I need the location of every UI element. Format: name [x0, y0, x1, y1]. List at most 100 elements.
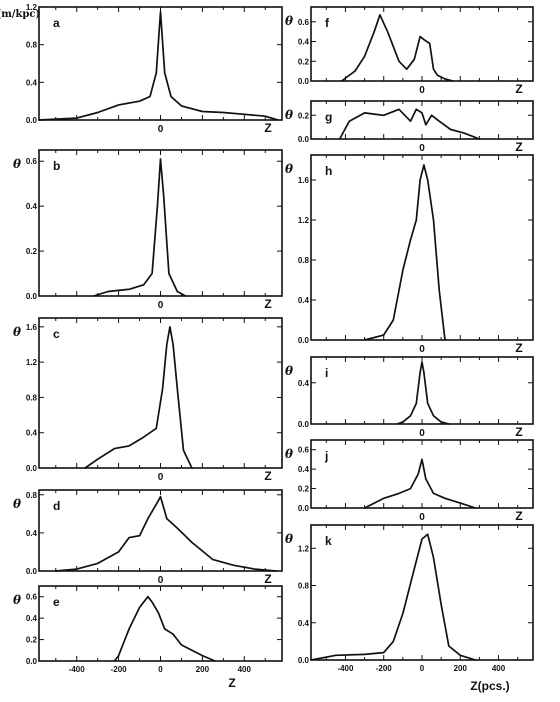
panel-h-label: h — [325, 164, 332, 178]
panel-a-zero-label: 0 — [158, 124, 164, 135]
panel-k-frame — [310, 524, 534, 661]
panel-d-ytick-label: 0.4 — [26, 529, 38, 538]
panel-c-frame — [38, 317, 283, 469]
panel-b-ytick-label: 0.6 — [26, 157, 38, 166]
panel-h-ytick-label: 0.8 — [298, 256, 310, 265]
panel-j-label: j — [324, 449, 328, 463]
panel-i-ytick-label: 0.4 — [298, 379, 310, 388]
panel-c-ytick-label: 0.4 — [26, 429, 38, 438]
panel-h-zero-label: 0 — [419, 344, 425, 355]
panel-k-label: k — [325, 534, 332, 548]
panel-f-ytick-label: 0.0 — [298, 77, 310, 86]
panel-c-theta-label: θ — [13, 325, 21, 339]
theta-unit-label: θ(m/kpc) — [0, 9, 40, 20]
panel-k-xtick-label: 200 — [454, 664, 468, 673]
panel-e-z-label: Z — [228, 676, 235, 690]
panel-h-ytick-label: 0.0 — [298, 336, 310, 345]
z-units-label: Z(pcs.) — [470, 679, 509, 693]
panel-k-ytick-label: 0.0 — [298, 656, 310, 665]
panel-i-label: i — [325, 366, 328, 380]
panel-f-curve — [340, 14, 454, 82]
panel-e-ytick-label: 0.6 — [26, 593, 38, 602]
panel-c-zero-label: 0 — [158, 472, 164, 483]
panel-b-theta-label: θ — [13, 157, 21, 171]
panel-f-theta-label: θ — [285, 14, 293, 28]
panel-b-label: b — [53, 159, 60, 173]
panel-e-xtick-label: 0 — [158, 665, 163, 674]
panel-i-z-label: Z — [515, 425, 522, 439]
panel-f-zero-label: 0 — [419, 85, 425, 96]
panel-e-label: e — [53, 595, 60, 609]
panel-e-theta-label: θ — [13, 593, 21, 607]
panel-c-curve — [84, 325, 193, 469]
panel-j-ytick-label: 0.2 — [298, 485, 310, 494]
panel-i-theta-label: θ — [285, 364, 293, 378]
panel-e-ytick-label: 0.4 — [26, 614, 38, 623]
panel-h-ytick-label: 1.2 — [298, 216, 310, 225]
panel-a-ytick-label: 0.4 — [26, 78, 38, 87]
panel-h-z-label: Z — [515, 341, 522, 355]
panel-j-theta-label: θ — [285, 447, 293, 461]
panel-c-z-label: Z — [264, 469, 271, 483]
panel-k-ytick-label: 0.8 — [298, 582, 310, 591]
panel-j-frame — [310, 439, 534, 509]
panel-k-theta-label: θ — [285, 532, 293, 546]
panel-b-curve — [92, 158, 187, 297]
panel-e-ytick-label: 0.2 — [26, 636, 38, 645]
panel-g-zero-label: 0 — [419, 143, 425, 154]
panel-k-ytick-label: 0.4 — [298, 619, 310, 628]
panel-j-curve — [363, 458, 477, 509]
panel-e-ytick-label: 0.0 — [26, 657, 38, 666]
panel-i-frame — [310, 356, 534, 425]
panel-g-label: g — [325, 110, 332, 124]
panel-c-ytick-label: 0.0 — [26, 464, 38, 473]
panel-j-ytick-label: 0.0 — [298, 504, 310, 513]
panel-e-xtick-label: 400 — [238, 665, 252, 674]
panel-g-frame — [310, 100, 534, 140]
panel-j-z-label: Z — [515, 509, 522, 523]
panel-b-z-label: Z — [264, 297, 271, 311]
panel-j-ytick-label: 0.4 — [298, 465, 310, 474]
panel-g-z-label: Z — [515, 140, 522, 154]
panel-d-curve — [54, 495, 277, 572]
panel-k-curve — [310, 533, 477, 661]
panel-e-xtick-label: -200 — [111, 665, 128, 674]
panel-a-label: a — [53, 16, 60, 30]
panel-a-ytick-label: 1.2 — [26, 3, 38, 12]
panel-f-frame — [310, 6, 534, 82]
panel-e-xtick-label: 200 — [196, 665, 210, 674]
panel-g-ytick-label: 0.0 — [298, 135, 310, 144]
panel-a-ytick-label: 0.8 — [26, 41, 38, 50]
panel-h-theta-label: θ — [285, 162, 293, 176]
panel-j-zero-label: 0 — [419, 512, 425, 523]
panel-c-ytick-label: 1.6 — [26, 323, 38, 332]
panel-e-xtick-label: -400 — [69, 665, 86, 674]
panel-d-frame — [38, 489, 283, 572]
panel-g-ytick-label: 0.2 — [298, 111, 310, 120]
panel-j-ytick-label: 0.6 — [298, 446, 310, 455]
panel-h-frame — [310, 154, 534, 341]
panel-d-ytick-label: 0.0 — [26, 567, 38, 576]
panel-a-z-label: Z — [264, 121, 271, 135]
panel-d-label: d — [53, 499, 60, 513]
panel-i-zero-label: 0 — [419, 428, 425, 439]
panel-g-theta-label: θ — [285, 108, 293, 122]
panel-e-curve — [113, 595, 216, 662]
panel-d-ytick-label: 0.8 — [26, 491, 38, 500]
panel-b-ytick-label: 0.4 — [26, 202, 38, 211]
panel-c-ytick-label: 1.2 — [26, 358, 38, 367]
panel-k-xtick-label: -200 — [376, 664, 393, 673]
panel-f-z-label: Z — [515, 82, 522, 96]
panel-b-zero-label: 0 — [158, 300, 164, 311]
panel-d-zero-label: 0 — [158, 575, 164, 586]
panel-e-frame — [38, 585, 283, 662]
panel-g-curve — [338, 108, 481, 140]
panel-h-ytick-label: 1.6 — [298, 176, 310, 185]
panel-b-ytick-label: 0.0 — [26, 292, 38, 301]
panel-f-ytick-label: 0.4 — [298, 38, 310, 47]
panel-h-ytick-label: 0.4 — [298, 296, 310, 305]
panel-a-ytick-label: 0.0 — [26, 116, 38, 125]
panel-d-theta-label: θ — [13, 497, 21, 511]
panel-k-ytick-label: 1.2 — [298, 544, 310, 553]
